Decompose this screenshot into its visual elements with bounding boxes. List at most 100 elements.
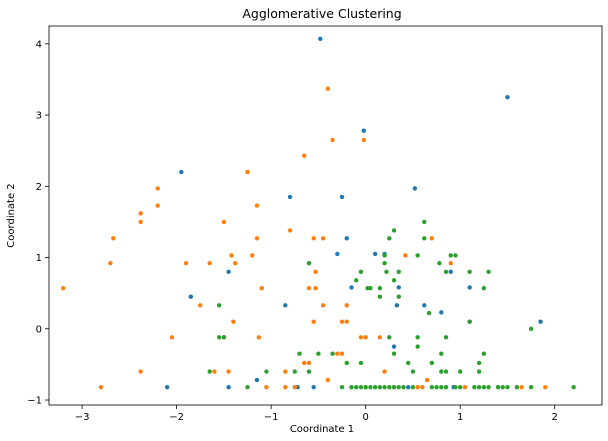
cluster-1-point bbox=[254, 236, 260, 241]
cluster-1-point bbox=[221, 219, 227, 225]
x-tick-label: 2 bbox=[552, 412, 558, 423]
cluster-0-point bbox=[412, 186, 418, 191]
cluster-2-point bbox=[505, 384, 510, 390]
cluster-2-point bbox=[476, 384, 482, 390]
y-tick-label: 0 bbox=[36, 324, 42, 335]
cluster-2-point bbox=[422, 236, 427, 241]
cluster-0-point bbox=[349, 285, 354, 290]
cluster-2-point bbox=[434, 384, 439, 390]
x-tick-label: 0 bbox=[362, 412, 368, 423]
cluster-2-point bbox=[406, 360, 411, 366]
cluster-2-point bbox=[396, 294, 401, 299]
cluster-2-point bbox=[401, 384, 406, 390]
cluster-0-point bbox=[179, 169, 184, 175]
cluster-1-point bbox=[519, 384, 524, 390]
cluster-2-point bbox=[500, 384, 505, 390]
cluster-2-point bbox=[207, 369, 212, 374]
cluster-1-point bbox=[320, 303, 326, 308]
cluster-2-point bbox=[429, 384, 435, 390]
cluster-2-point bbox=[439, 369, 444, 374]
cluster-2-point bbox=[387, 384, 392, 390]
cluster-1-point bbox=[311, 319, 316, 324]
cluster-2-point bbox=[384, 269, 389, 274]
cluster-1-point bbox=[264, 384, 269, 390]
cluster-1-point bbox=[233, 261, 238, 266]
cluster-2-point bbox=[439, 384, 444, 390]
cluster-0-point bbox=[226, 269, 231, 274]
cluster-2-point bbox=[443, 335, 449, 340]
cluster-1-point bbox=[287, 228, 293, 233]
cluster-2-point bbox=[453, 384, 458, 390]
cluster-1-point bbox=[108, 261, 113, 266]
x-axis: −3 −2 −1 0 1 2 bbox=[75, 405, 558, 423]
x-tick-label: −1 bbox=[264, 412, 279, 423]
cluster-1-point bbox=[543, 384, 548, 390]
x-axis-label: Coordinate 1 bbox=[290, 424, 354, 435]
cluster-2-point bbox=[426, 310, 432, 316]
cluster-1-point bbox=[325, 377, 331, 383]
cluster-2-point bbox=[306, 369, 312, 374]
cluster-2-point bbox=[372, 384, 378, 390]
cluster-0-point bbox=[505, 95, 510, 100]
cluster-1-point bbox=[448, 261, 453, 266]
cluster-2-point bbox=[363, 384, 368, 390]
cluster-1-point bbox=[183, 261, 189, 266]
y-tick-label: −1 bbox=[27, 396, 42, 407]
cluster-1-point bbox=[302, 153, 307, 158]
cluster-1-point bbox=[462, 384, 468, 390]
cluster-2-point bbox=[486, 269, 491, 274]
cluster-1-point bbox=[344, 303, 349, 308]
cluster-1-point bbox=[207, 261, 212, 266]
cluster-2-point bbox=[476, 360, 482, 366]
chart-title: Agglomerative Clustering bbox=[242, 6, 401, 21]
cluster-1-point bbox=[382, 369, 387, 374]
cluster-2-point bbox=[443, 384, 449, 390]
cluster-0-point bbox=[406, 384, 411, 390]
cluster-0-point bbox=[394, 303, 400, 308]
cluster-1-point bbox=[198, 303, 203, 308]
cluster-2-point bbox=[382, 253, 387, 258]
cluster-2-point bbox=[382, 261, 387, 266]
cluster-2-point bbox=[377, 285, 383, 291]
cluster-2-point bbox=[481, 285, 487, 291]
cluster-2-point bbox=[422, 219, 427, 225]
cluster-0-point bbox=[361, 128, 366, 133]
cluster-1-point bbox=[245, 169, 250, 175]
cluster-2-point bbox=[410, 369, 416, 374]
y-tick-label: 3 bbox=[36, 111, 42, 122]
cluster-2-point bbox=[216, 303, 222, 308]
plot-area bbox=[48, 25, 603, 406]
cluster-2-point bbox=[344, 360, 349, 366]
cluster-1-point bbox=[403, 253, 408, 258]
cluster-2-point bbox=[481, 384, 487, 390]
data-points bbox=[60, 36, 576, 390]
cluster-1-point bbox=[250, 253, 255, 258]
cluster-2-point bbox=[571, 384, 576, 390]
cluster-0-point bbox=[538, 319, 543, 324]
cluster-2-point bbox=[377, 294, 383, 299]
cluster-1-point bbox=[311, 236, 316, 241]
cluster-1-point bbox=[377, 335, 383, 340]
cluster-2-point bbox=[467, 269, 472, 274]
cluster-2-point bbox=[377, 384, 383, 390]
cluster-0-point bbox=[226, 384, 231, 390]
cluster-1-point bbox=[155, 203, 160, 208]
cluster-2-point bbox=[387, 335, 392, 340]
cluster-1-point bbox=[259, 285, 264, 291]
cluster-2-point bbox=[391, 278, 397, 283]
cluster-1-point bbox=[292, 384, 297, 390]
y-axis: −1 0 1 2 3 4 bbox=[27, 39, 49, 407]
cluster-2-point bbox=[476, 369, 482, 374]
cluster-2-point bbox=[396, 384, 401, 390]
cluster-1-point bbox=[306, 360, 312, 366]
cluster-1-point bbox=[226, 369, 231, 374]
cluster-2-point bbox=[292, 369, 297, 374]
cluster-1-point bbox=[320, 236, 326, 241]
cluster-2-point bbox=[358, 384, 364, 390]
cluster-1-point bbox=[313, 285, 318, 291]
cluster-1-point bbox=[330, 137, 335, 143]
cluster-2-point bbox=[391, 384, 397, 390]
cluster-1-point bbox=[420, 384, 425, 390]
cluster-2-point bbox=[358, 269, 364, 274]
